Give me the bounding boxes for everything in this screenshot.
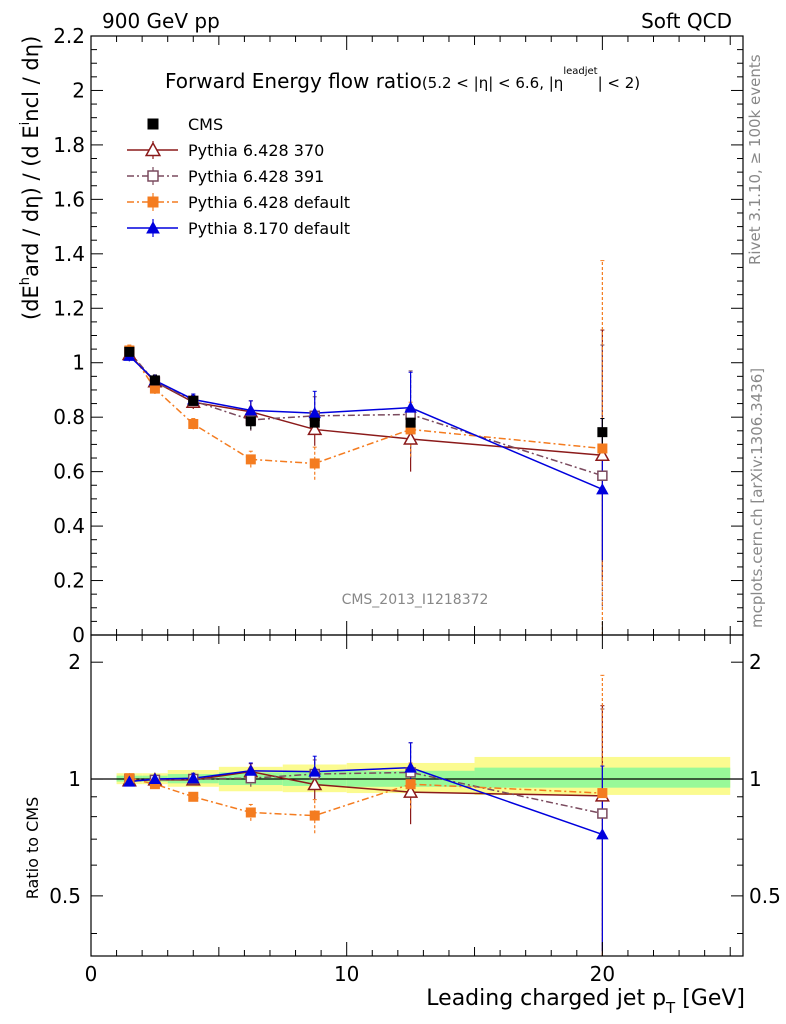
header-left: 900 GeV pp xyxy=(102,9,220,33)
legend-marker xyxy=(146,221,160,234)
ratio-data-point xyxy=(149,779,160,790)
main-data-point xyxy=(188,395,199,406)
rivet-label: Rivet 3.1.10, ≥ 100k events xyxy=(746,54,764,265)
main-y-tick-label: 0 xyxy=(72,623,85,647)
main-data-point xyxy=(597,443,608,454)
ratio-data-point xyxy=(307,776,323,791)
main-y-tick-label: 2 xyxy=(72,78,85,102)
main-series-line xyxy=(128,355,603,491)
main-data-point xyxy=(596,483,609,495)
main-data-point xyxy=(597,427,608,438)
x-tick-label: 0 xyxy=(85,962,98,986)
main-data-point xyxy=(597,470,608,481)
main-data-point xyxy=(403,431,419,445)
main-data-point xyxy=(594,447,610,462)
main-series-line xyxy=(128,354,603,457)
analysis-id: CMS_2013_I1218372 xyxy=(342,592,489,608)
ratio-data-point xyxy=(245,807,256,818)
ratio-data-point xyxy=(148,772,162,785)
main-data-point xyxy=(149,383,160,394)
main-data-point xyxy=(405,424,416,435)
main-y-tick-label: 1 xyxy=(72,351,85,375)
chart-title: Forward Energy flow ratio(5.2 < |η| < 6.… xyxy=(165,66,640,93)
main-data-point xyxy=(405,417,416,428)
legend-marker xyxy=(144,141,162,157)
main-data-point xyxy=(404,401,417,413)
main-y-tick-label: 2.2 xyxy=(53,24,85,48)
x-tick-label: 20 xyxy=(590,962,615,986)
main-series-line xyxy=(128,351,603,477)
ratio-data-point xyxy=(309,810,320,821)
main-data-point xyxy=(124,346,135,357)
main-data-point xyxy=(245,416,256,427)
main-data-point xyxy=(309,458,320,469)
legend-label: Pythia 6.428 391 xyxy=(188,167,324,186)
main-y-tick-label: 1.6 xyxy=(53,187,85,211)
main-data-point xyxy=(245,454,256,465)
x-tick-label: 10 xyxy=(334,962,359,986)
legend-marker xyxy=(147,118,159,130)
ratio-data-point xyxy=(597,808,608,819)
ratio-data-point xyxy=(404,761,417,773)
legend-marker xyxy=(147,170,159,182)
main-data-point xyxy=(307,421,323,436)
legend-label: CMS xyxy=(188,115,223,134)
main-data-point xyxy=(309,417,320,428)
main-y-tick-label: 1.8 xyxy=(53,133,85,157)
ratio-data-point xyxy=(188,791,199,802)
ratio-frame xyxy=(90,634,744,957)
main-y-tick-label: 1.4 xyxy=(53,242,85,266)
ratio-y-tick-label-left: 2 xyxy=(68,650,81,674)
legend-marker xyxy=(147,196,159,208)
main-y-tick-label: 0.2 xyxy=(53,569,85,593)
ratio-y-tick-label-left: 1 xyxy=(68,767,81,791)
main-y-tick-label: 0.8 xyxy=(53,405,85,429)
main-data-point xyxy=(188,418,199,429)
main-y-tick-label: 1.2 xyxy=(53,296,85,320)
legend-label: Pythia 6.428 default xyxy=(188,193,350,212)
ratio-data-point xyxy=(187,771,200,784)
ratio-data-point xyxy=(403,784,419,798)
mcplots-label: mcplots.cern.ch [arXiv:1306.3436] xyxy=(748,368,766,628)
ratio-ylabel: Ratio to CMS xyxy=(23,797,42,899)
ratio-y-tick-label-right: 1 xyxy=(749,767,762,791)
x-axis-label: Leading charged jet pT [GeV] xyxy=(426,986,745,1017)
ratio-data-point xyxy=(123,775,136,787)
ratio-data-point xyxy=(308,765,321,777)
main-data-point xyxy=(149,375,160,386)
legend-label: Pythia 8.170 default xyxy=(188,219,350,238)
ratio-data-point xyxy=(596,828,609,840)
main-ylabel: (dEhard / dη) / (d Eincl / dη) xyxy=(18,36,43,320)
ratio-y-tick-label-left: 0.5 xyxy=(49,884,81,908)
ratio-y-tick-label-right: 0.5 xyxy=(749,884,781,908)
main-data-point xyxy=(308,406,321,419)
legend-label: Pythia 6.428 370 xyxy=(188,141,324,160)
main-y-tick-label: 0.6 xyxy=(53,460,85,484)
ratio-data-point xyxy=(244,764,258,776)
header-right: Soft QCD xyxy=(641,9,732,33)
ratio-y-tick-label-right: 2 xyxy=(749,650,762,674)
main-data-point xyxy=(244,404,258,416)
main-series-line xyxy=(128,350,603,465)
ratio-data-point xyxy=(597,788,608,799)
main-y-tick-label: 0.4 xyxy=(53,514,85,538)
ratio-data-point xyxy=(405,779,416,790)
